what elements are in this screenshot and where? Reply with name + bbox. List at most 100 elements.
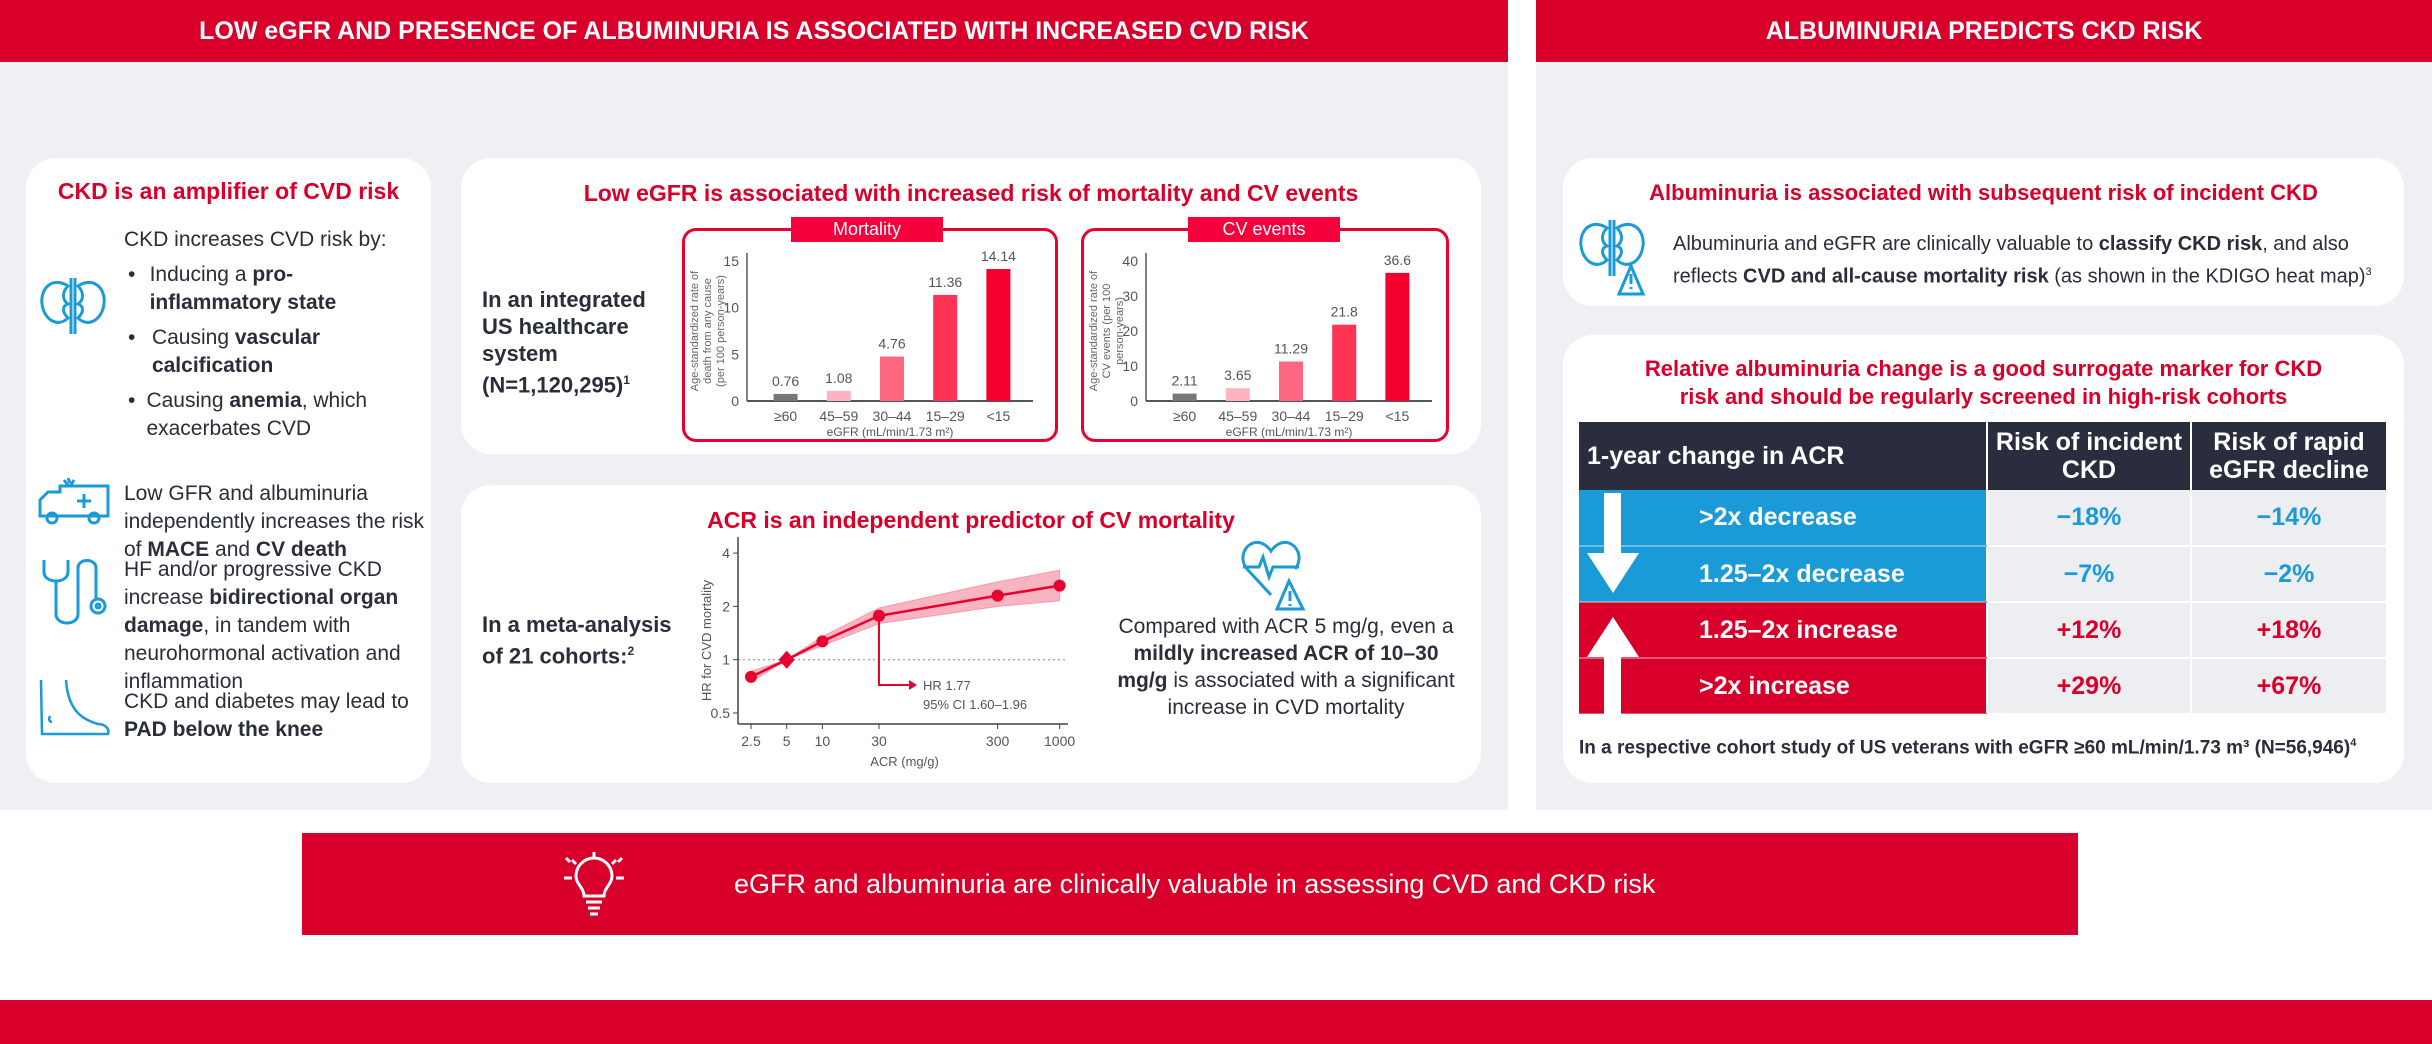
population-text: In a meta-analysis of 21 cohorts:2	[482, 611, 672, 669]
y-tick-label: 0.5	[711, 705, 731, 721]
bold-text: bidirectional organ damage	[124, 586, 399, 637]
data-label: 3.65	[1224, 367, 1251, 383]
bar	[826, 390, 851, 401]
table-cell-value: −2%	[2190, 546, 2386, 603]
bar	[1385, 272, 1410, 401]
text: and	[209, 538, 256, 561]
arrows-icon	[1587, 493, 1639, 717]
text: , which exacerbates CVD	[146, 389, 368, 440]
bullet-icon: •	[128, 326, 136, 349]
left-section-header: LOW eGFR AND PRESENCE OF ALBUMINURIA IS …	[0, 0, 1508, 62]
data-label: 0.76	[772, 373, 799, 389]
confidence-band	[750, 569, 1061, 683]
bullet-icon: •	[128, 263, 136, 286]
y-tick-label: 30	[1122, 288, 1138, 304]
data-label: 4.76	[878, 336, 905, 352]
table-cell-label: >2x decrease	[1579, 490, 1987, 547]
bold-text: CV death	[255, 538, 347, 561]
data-label: 11.29	[1274, 340, 1308, 356]
table-cell-value: −14%	[2190, 490, 2386, 547]
text: Compared with ACR 5 mg/g, even a	[1118, 615, 1454, 638]
table-row: 1.25–2x increase +12% +18%	[1579, 602, 2386, 659]
column-header: Risk of incident CKD	[1986, 422, 2191, 490]
table-cell-value: +12%	[1986, 602, 2191, 659]
right-section-header: ALBUMINURIA PREDICTS CKD RISK	[1536, 0, 2432, 62]
y-tick-label: 1	[722, 652, 730, 668]
population-text: In an integrated US healthcare system (N…	[482, 286, 672, 398]
y-tick-label: 20	[1122, 323, 1138, 339]
text: CKD and diabetes may lead to	[124, 690, 409, 713]
table-cell-value: +29%	[1986, 658, 2191, 715]
text: Albuminuria and eGFR are clinically valu…	[1673, 233, 2099, 255]
x-tick-label: 45–59	[1218, 408, 1257, 424]
arrowhead-icon	[908, 679, 917, 690]
x-tick-label: 45–59	[819, 408, 858, 424]
x-tick-label: 30–44	[873, 408, 912, 424]
data-label: 14.14	[981, 248, 1016, 264]
footnote-ref: 3	[2365, 266, 2372, 278]
bold-text: MACE	[147, 538, 210, 561]
footnote-text: In a respective cohort study of US veter…	[1579, 737, 2351, 759]
table-row: >2x decrease −18% −14%	[1579, 490, 2386, 547]
table-row: 1.25–2x decrease −7% −2%	[1579, 546, 2386, 603]
x-tick-label: 5	[783, 733, 791, 749]
y-tick-label: 0	[731, 393, 739, 409]
x-tick-label: ≥60	[1173, 408, 1196, 424]
x-tick-label: ≥60	[774, 408, 797, 424]
y-axis-label: HR for CVD mortality	[699, 579, 714, 701]
x-axis-label: eGFR (mL/min/1.73 m²)	[827, 425, 954, 439]
data-label: 1.08	[825, 370, 852, 386]
y-tick-label: 10	[723, 300, 739, 316]
egfr-card: Low eGFR is associated with increased ri…	[461, 158, 1481, 454]
y-tick-label: 4	[722, 545, 730, 561]
footnote-ref: 1	[623, 373, 630, 387]
x-tick-label: 10	[815, 733, 831, 749]
population-label: In an integrated US healthcare system (N…	[482, 287, 646, 398]
lightbulb-icon	[564, 852, 624, 916]
footnote-ref: 2	[627, 644, 635, 658]
bold-text: pro-inflammatory state	[149, 263, 337, 314]
annotation-hr: HR 1.77	[923, 678, 971, 693]
footnote-ref: 4	[2350, 737, 2357, 749]
annotation-ci: 95% CI 1.60–1.96	[923, 697, 1027, 712]
text: , and also reflects	[1673, 233, 2349, 288]
bullet-icon: •	[128, 389, 136, 412]
bullet-item: • Inducing a pro-inflammatory state	[124, 261, 424, 317]
y-tick-label: 5	[731, 346, 739, 362]
bold-text: mildly increased ACR of 10–30 mg/g	[1117, 642, 1439, 692]
mace-text: Low GFR and albuminuria independently in…	[124, 480, 424, 564]
x-tick-label: <15	[987, 408, 1011, 424]
bullet-item: • Causing vascular calcification	[124, 324, 424, 380]
text: (as shown in the KDIGO heat map)	[2048, 265, 2366, 288]
x-axis-label: ACR (mg/g)	[870, 754, 939, 769]
data-point	[872, 609, 885, 622]
table-cell-value: +67%	[2190, 658, 2386, 715]
table-cell-label: 1.25–2x decrease	[1579, 546, 1987, 603]
up-arrow-icon	[1587, 617, 1639, 717]
organ-damage-text: HF and/or progressive CKD increase bidir…	[124, 556, 424, 696]
bar	[1279, 361, 1303, 401]
x-tick-label: 15–29	[926, 408, 965, 424]
x-axis-label: eGFR (mL/min/1.73 m²)	[1226, 425, 1353, 439]
table-cell-value: +18%	[2190, 602, 2386, 659]
data-point	[991, 589, 1004, 602]
bar	[1332, 324, 1357, 401]
down-arrow-icon	[1587, 493, 1639, 593]
acr-card: ACR is an independent predictor of CV mo…	[461, 485, 1481, 783]
text: Low GFR and albuminuria independently in…	[124, 482, 425, 561]
bold-text: classify CKD risk	[2098, 233, 2263, 255]
y-tick-label: 0	[1130, 393, 1138, 409]
header-text: ALBUMINURIA PREDICTS CKD RISK	[1765, 16, 2203, 45]
stethoscope-icon	[42, 559, 107, 625]
table-cell-value: −7%	[1986, 546, 2191, 603]
text: is associated with a significant increas…	[1167, 669, 1455, 719]
bar	[986, 269, 1011, 401]
cv-events-chart-title: CV events	[1188, 217, 1340, 242]
bold-text: vascular calcification	[151, 326, 321, 377]
text: Inducing a	[149, 263, 253, 286]
bold-text: anemia	[229, 389, 302, 412]
hr-line	[750, 584, 1060, 678]
footer-bar	[0, 1000, 2432, 1044]
bold-text: PAD below the knee	[124, 718, 324, 741]
x-tick-label: 30–44	[1272, 408, 1311, 424]
